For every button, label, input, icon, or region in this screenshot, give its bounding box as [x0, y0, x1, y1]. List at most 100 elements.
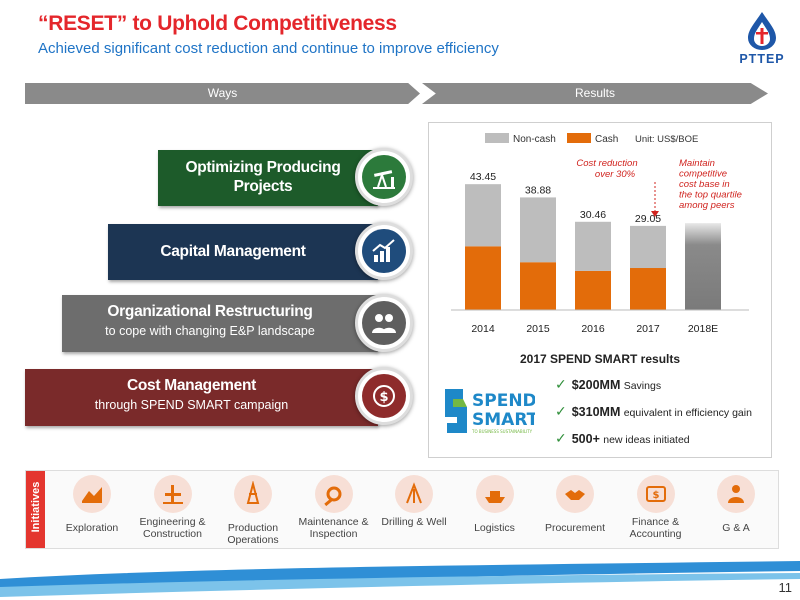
finance-icon: $: [636, 475, 675, 513]
spend-smart-results: ✓ $200MM Savings ✓ $310MM equivalent in ef…: [555, 375, 752, 456]
legend-label-noncash: Non-cash: [513, 134, 556, 145]
initiative-label: Finance & Accounting: [629, 516, 682, 540]
decorative-stripe: [0, 561, 800, 597]
spend-smart-logo: SPEND SMART TO BUSINESS SUSTAINABILITY: [445, 389, 535, 434]
annotation-cost-reduction: Cost reduction over 30%: [576, 158, 637, 180]
initiative-item: Production Operations: [213, 471, 293, 548]
way-badge: [355, 148, 413, 206]
exploration-icon: [73, 475, 111, 513]
way-cost-management: Cost Management through SPEND SMART camp…: [25, 369, 378, 426]
data-label-2016: 30.46: [580, 209, 606, 221]
initiative-item: Engineering & Construction: [133, 471, 213, 548]
way-badge: $: [355, 367, 413, 425]
cost-chart: Non-cash Cash Unit: US$/BOE 43.45 2014 38.88 2…: [451, 133, 749, 335]
dollar-cycle-icon: $: [373, 385, 395, 407]
slide-title: “RESET” to Uphold Competitiveness: [38, 12, 397, 36]
production-icon: [234, 475, 272, 513]
svg-text:$: $: [652, 490, 659, 501]
initiatives-label: Initiatives: [26, 471, 45, 548]
bar-cash-2017: [630, 268, 666, 310]
slide-subtitle: Achieved significant cost reduction and …: [38, 40, 499, 57]
spend-logo-line1: SPEND: [472, 391, 535, 411]
bar-noncash-2014: [465, 184, 501, 247]
data-label-2017: 29.05: [635, 213, 661, 225]
page-number: 11: [778, 580, 793, 595]
annotation-maintain: Maintain competitive cost base in the top q…: [679, 158, 742, 211]
initiative-label: Logistics: [474, 522, 515, 534]
initiative-item: Procurement: [535, 471, 615, 548]
initiative-label: Engineering & Construction: [139, 516, 206, 540]
legend-swatch-noncash: [485, 133, 509, 143]
checkmark-icon: ✓: [555, 430, 567, 446]
data-label-2015: 38.88: [525, 184, 551, 196]
initiative-label: Procurement: [544, 522, 606, 534]
handshake-icon: [556, 475, 594, 513]
bar-noncash-2017: [630, 225, 666, 269]
growth-chart-icon: [372, 239, 395, 262]
way-badge: [355, 222, 413, 280]
bar-cash-2016: [575, 270, 611, 310]
initiatives-strip: Initiatives Exploration Engineering & Con…: [25, 470, 779, 549]
way-sub-text: through SPEND SMART campaign: [94, 398, 289, 412]
result-bullet: ✓ $310MM equivalent in efficiency gain: [555, 403, 752, 419]
way-sub-text: to cope with changing E&P landscape: [105, 324, 315, 338]
tick-label-2018E: 2018E: [688, 323, 718, 335]
bar-cash-2014: [465, 246, 501, 310]
way-main-text: Capital Management: [160, 243, 306, 260]
unit-label: Unit: US$/BOE: [635, 134, 698, 145]
annotation-arrow-head: [651, 211, 659, 217]
way-capital-management: Capital Management: [108, 224, 378, 280]
way-main-text: Organizational Restructuring: [107, 303, 313, 320]
bar-cash-2015: [520, 262, 556, 310]
way-badge: [355, 294, 413, 352]
spend-logo-tagline: TO BUSINESS SUSTAINABILITY: [471, 429, 533, 434]
initiative-item: $ Finance & Accounting: [616, 471, 696, 548]
results-band: Results: [422, 83, 768, 104]
drilling-icon: [395, 475, 433, 513]
initiative-item: Drilling & Well: [374, 471, 454, 548]
initiative-item: Maintenance & Inspection: [294, 471, 374, 548]
engineering-icon: [153, 475, 192, 513]
initiative-item: G & A: [696, 471, 776, 548]
initiative-item: Exploration: [52, 471, 132, 548]
svg-text:$: $: [379, 390, 388, 405]
spend-logo-line2: SMART: [472, 410, 535, 430]
way-main-text: Cost Management: [127, 377, 256, 394]
bar-estimate-2018E: [685, 223, 721, 310]
tick-label-2014: 2014: [471, 323, 495, 335]
pumpjack-icon: [373, 170, 395, 189]
spend-smart-title: 2017 SPEND SMART results: [519, 352, 681, 366]
bar-noncash-2016: [575, 221, 611, 271]
tick-label-2017: 2017: [636, 323, 660, 335]
tick-label-2015: 2015: [526, 323, 550, 335]
way-org-restructuring: Organizational Restructuring to cope wit…: [62, 295, 378, 352]
people-icon: [372, 314, 396, 333]
bar-noncash-2015: [520, 197, 556, 263]
results-panel: Non-cash Cash Unit: US$/BOE 43.45 2014 38.88 2…: [428, 122, 772, 458]
checkmark-icon: ✓: [555, 403, 567, 419]
flame-drop-icon: [748, 12, 776, 50]
pttep-logo: PTTEP: [726, 10, 798, 72]
maintenance-icon: [314, 475, 353, 513]
result-bullet: ✓ $200MM Savings: [555, 376, 662, 392]
initiative-label: G & A: [722, 522, 750, 534]
admin-icon: [717, 475, 755, 513]
way-optimizing-projects: Optimizing Producing Projects: [158, 150, 378, 206]
initiative-label: Production Operations: [227, 522, 279, 546]
initiative-label: Drilling & Well: [381, 516, 447, 528]
way-main-text: Optimizing Producing Projects: [185, 159, 341, 195]
ship-icon: [475, 475, 514, 513]
ways-band: Ways: [25, 83, 420, 104]
checkmark-icon: ✓: [555, 376, 567, 392]
title-rest: to Uphold Competitiveness: [126, 12, 397, 35]
data-label-2014: 43.45: [470, 171, 496, 183]
tick-label-2016: 2016: [581, 323, 605, 335]
initiative-item: Logistics: [455, 471, 535, 548]
initiative-label: Maintenance & Inspection: [298, 516, 369, 540]
legend-swatch-cash: [567, 133, 591, 143]
legend-label-cash: Cash: [595, 134, 618, 145]
initiative-label: Exploration: [65, 522, 119, 534]
title-quoted: “RESET”: [38, 12, 127, 35]
result-bullet: ✓ 500+ new ideas initiated: [555, 430, 690, 446]
logo-wordmark: PTTEP: [739, 52, 785, 66]
